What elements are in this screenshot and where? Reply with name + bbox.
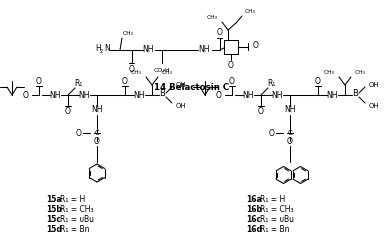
Text: N: N — [104, 44, 110, 54]
Text: R₁: R₁ — [74, 79, 82, 87]
Text: O: O — [315, 77, 321, 85]
Text: OH: OH — [176, 103, 187, 109]
Text: R₁ = H: R₁ = H — [260, 194, 285, 204]
Text: CH₃: CH₃ — [207, 16, 218, 21]
Text: NH: NH — [198, 45, 210, 55]
Text: 16b: 16b — [246, 205, 262, 213]
Text: OH: OH — [176, 82, 187, 88]
Text: 15b: 15b — [46, 205, 62, 213]
Text: R₁ = CH₃: R₁ = CH₃ — [60, 205, 94, 213]
Text: CH₃: CH₃ — [355, 70, 366, 76]
Text: O: O — [269, 128, 275, 138]
Text: O: O — [216, 90, 222, 100]
Text: NH: NH — [133, 90, 145, 100]
Text: C: C — [288, 130, 292, 136]
Text: NH: NH — [271, 90, 283, 100]
Text: R₁ = H: R₁ = H — [60, 194, 85, 204]
Text: O: O — [65, 107, 71, 117]
Text: R₁ = Bn: R₁ = Bn — [60, 225, 89, 233]
Text: 16a: 16a — [246, 194, 262, 204]
Text: C: C — [94, 130, 100, 136]
Text: R₁ = Bn: R₁ = Bn — [260, 225, 290, 233]
Text: O: O — [94, 137, 100, 145]
Text: O: O — [258, 107, 264, 117]
Text: NH: NH — [242, 90, 254, 100]
Text: R₁: R₁ — [267, 79, 275, 87]
Text: B: B — [352, 89, 358, 99]
Text: CH₃: CH₃ — [324, 70, 335, 76]
Text: 14 Belactosin C: 14 Belactosin C — [154, 83, 230, 92]
Text: O: O — [122, 77, 128, 85]
Text: O: O — [23, 90, 29, 100]
Text: O: O — [253, 41, 259, 50]
Text: 16c: 16c — [246, 214, 261, 224]
Text: O: O — [76, 128, 82, 138]
Text: CH₃: CH₃ — [131, 70, 142, 76]
Text: NH: NH — [326, 90, 338, 100]
Text: CH₃: CH₃ — [245, 9, 256, 15]
Text: NH: NH — [284, 105, 296, 115]
Text: OH: OH — [369, 103, 379, 109]
Text: O: O — [228, 61, 234, 69]
Text: 16d: 16d — [246, 225, 262, 233]
Text: R₁ = ᴜBu: R₁ = ᴜBu — [60, 214, 94, 224]
Text: H: H — [95, 44, 101, 54]
Text: CO₂H: CO₂H — [154, 67, 170, 73]
Text: NH: NH — [91, 105, 103, 115]
Text: R₁ = ᴜBu: R₁ = ᴜBu — [260, 214, 294, 224]
Text: CH₃: CH₃ — [162, 70, 173, 76]
Text: O: O — [36, 77, 42, 85]
Text: O: O — [129, 64, 135, 74]
Text: O: O — [217, 28, 223, 38]
Text: NH: NH — [142, 45, 154, 55]
Text: R₁ = CH₃: R₁ = CH₃ — [260, 205, 294, 213]
Text: 15a: 15a — [46, 194, 62, 204]
Text: O: O — [287, 137, 293, 145]
Text: CH₃: CH₃ — [123, 32, 134, 37]
Text: NH: NH — [78, 90, 90, 100]
Text: NH: NH — [49, 90, 61, 100]
Text: 2: 2 — [99, 49, 103, 54]
Text: O: O — [229, 77, 235, 85]
Text: B: B — [159, 89, 165, 99]
Text: 15c: 15c — [46, 214, 61, 224]
Text: 15d: 15d — [46, 225, 62, 233]
Text: OH: OH — [369, 82, 379, 88]
